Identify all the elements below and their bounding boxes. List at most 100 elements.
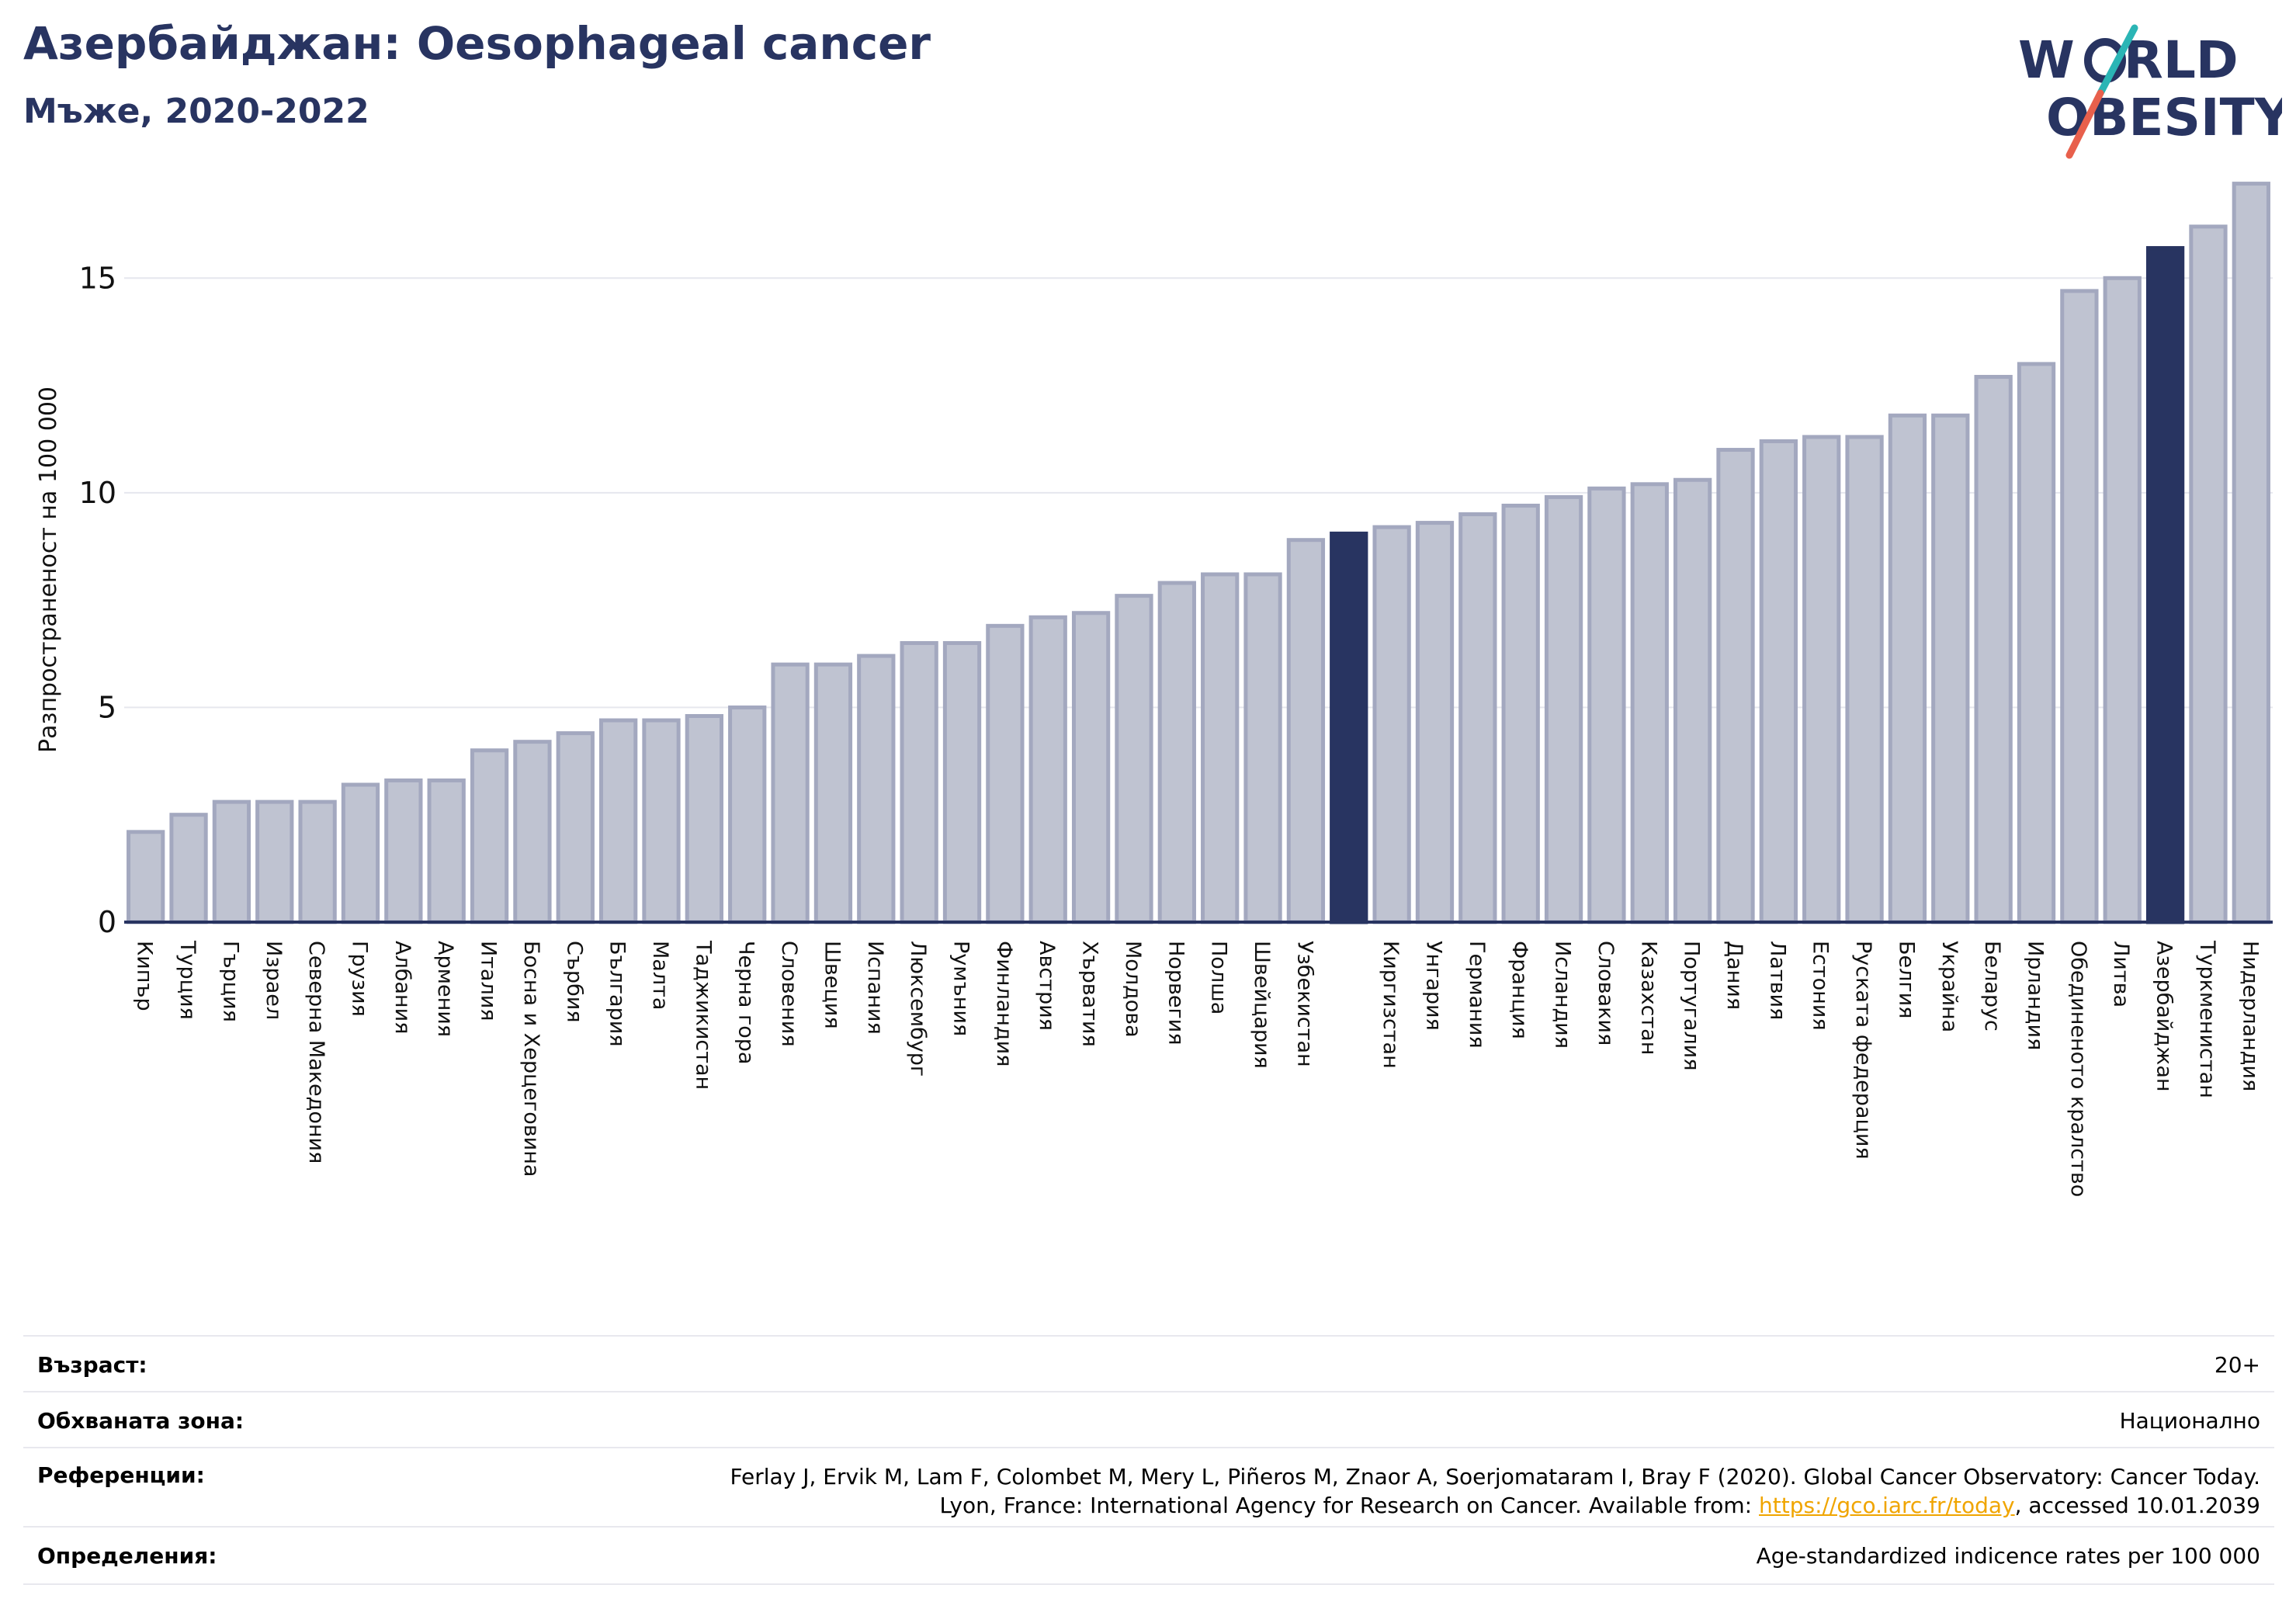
bar [341, 782, 380, 924]
x-tick-label: Естония [1809, 941, 1833, 1031]
x-tick-label: Кипър [133, 941, 157, 1011]
bar [728, 705, 767, 924]
x-tick-label: Гърция [218, 941, 242, 1022]
y-tick-label: 5 [98, 690, 116, 724]
x-tick-label: Казахстан [1636, 941, 1660, 1055]
bar [1071, 611, 1111, 924]
y-tick-label: 15 [79, 261, 116, 295]
bar [813, 662, 853, 924]
ref-line1: Ferlay J, Ervik M, Lam F, Colombet M, Me… [730, 1464, 2260, 1489]
bar [1931, 413, 1970, 924]
bar [598, 718, 638, 924]
x-tick-label: Белгия [1894, 941, 1918, 1018]
x-tick-label: Италия [477, 941, 501, 1021]
bar [1544, 494, 1583, 924]
x-tick-label: Полша [1207, 941, 1231, 1014]
y-axis-label: Разпространеност на 100 000 [35, 387, 62, 753]
bar [642, 718, 681, 924]
bar [1888, 413, 1927, 924]
x-tick-label: Украйна [1937, 941, 1961, 1032]
bar [942, 640, 982, 924]
bar [470, 748, 509, 924]
x-tick-label: Ирландия [2024, 941, 2048, 1050]
bar [127, 830, 165, 924]
x-tick-label: Азербайджан [2152, 941, 2176, 1092]
bar [1716, 448, 1755, 924]
x-tick-label: Северна Македония [304, 941, 328, 1163]
bar [1330, 531, 1368, 924]
bar [1286, 538, 1326, 924]
ref-link[interactable]: https://gco.iarc.fr/today [1759, 1493, 2015, 1518]
x-tick-label: България [605, 941, 629, 1047]
x-tick-label: Хърватия [1078, 941, 1102, 1047]
info-row-age: Възраст: 20+ [23, 1335, 2274, 1392]
logo-slash-red [2065, 89, 2104, 159]
world-obesity-logo: W RLD OBESITY [2018, 24, 2282, 159]
chart-title: Азербайджан: Oesophageal cancer [23, 17, 931, 70]
bar [1974, 375, 2013, 924]
x-tick-label: Малта [648, 941, 672, 1010]
bar [900, 640, 938, 924]
bar [1028, 615, 1067, 924]
bar [255, 799, 294, 924]
bar [298, 799, 337, 924]
x-tick-label: Испания [863, 941, 887, 1035]
bar [1673, 477, 1712, 924]
logo-line1b: RLD [2124, 30, 2239, 90]
x-tick-label: Туркменистан [2195, 940, 2219, 1098]
bar [2145, 246, 2185, 924]
bar [2103, 276, 2142, 924]
bar [685, 713, 724, 924]
bar [1630, 482, 1669, 924]
bar [384, 778, 423, 924]
bar [427, 778, 466, 924]
bar [1802, 435, 1841, 924]
bar [1372, 525, 1411, 924]
x-tick-label: Узбекистан [1292, 941, 1316, 1067]
area-label: Обхваната зона: [37, 1408, 245, 1434]
x-tick-label: Руската федерация [1851, 941, 1875, 1160]
bar [513, 740, 552, 924]
ref-value: Ferlay J, Ervik M, Lam F, Colombet M, Me… [730, 1462, 2260, 1520]
x-tick-label: Нидерландия [2238, 941, 2262, 1091]
bar [212, 799, 251, 924]
bar [986, 623, 1025, 924]
logo-line1: W [2018, 30, 2075, 90]
x-tick-label: Молдова [1121, 941, 1145, 1038]
x-tick-label: Сърбия [562, 941, 586, 1023]
x-tick-label: Швейцария [1250, 941, 1274, 1069]
x-tick-label: Исландия [1551, 941, 1575, 1049]
x-tick-label: Литва [2109, 941, 2133, 1007]
x-tick-label: Люксембург [906, 941, 930, 1077]
bar [771, 662, 810, 924]
bar [2232, 182, 2270, 924]
bar [1501, 503, 1540, 924]
bar [1201, 572, 1240, 924]
x-tick-label: Австрия [1035, 941, 1059, 1031]
bar [1759, 439, 1798, 924]
age-label: Възраст: [37, 1352, 147, 1378]
bar [1845, 435, 1884, 924]
bar [2189, 224, 2228, 924]
bar [2017, 362, 2056, 924]
age-value: 20+ [2214, 1352, 2260, 1378]
bar [2060, 289, 2099, 924]
bar-chart: 0 5 10 15 Разпространеност на 100 000 Кипър Ту… [35, 182, 2273, 1197]
x-tick-label: Унгария [1421, 941, 1445, 1031]
x-tick-label: Армения [433, 941, 457, 1037]
x-tick-label: Грузия [347, 941, 371, 1017]
ref-line2-post: , accessed 10.01.2039 [2014, 1493, 2260, 1518]
area-value: Национално [2119, 1408, 2260, 1434]
x-tick-label: Норвегия [1164, 941, 1188, 1045]
ref-label: Референции: [37, 1462, 205, 1488]
bar [1415, 521, 1455, 924]
ref-line2-pre: Lyon, France: International Agency for R… [939, 1493, 1759, 1518]
y-tick-label: 10 [79, 476, 116, 510]
bar [1157, 581, 1196, 924]
info-row-area: Обхваната зона: Национално [23, 1391, 2274, 1448]
x-tick-label: Португалия [1680, 941, 1704, 1070]
x-tick-label: Таджикистан [691, 940, 715, 1090]
bar [857, 654, 896, 924]
logo-slash-teal [2097, 24, 2138, 97]
bar [169, 813, 208, 924]
